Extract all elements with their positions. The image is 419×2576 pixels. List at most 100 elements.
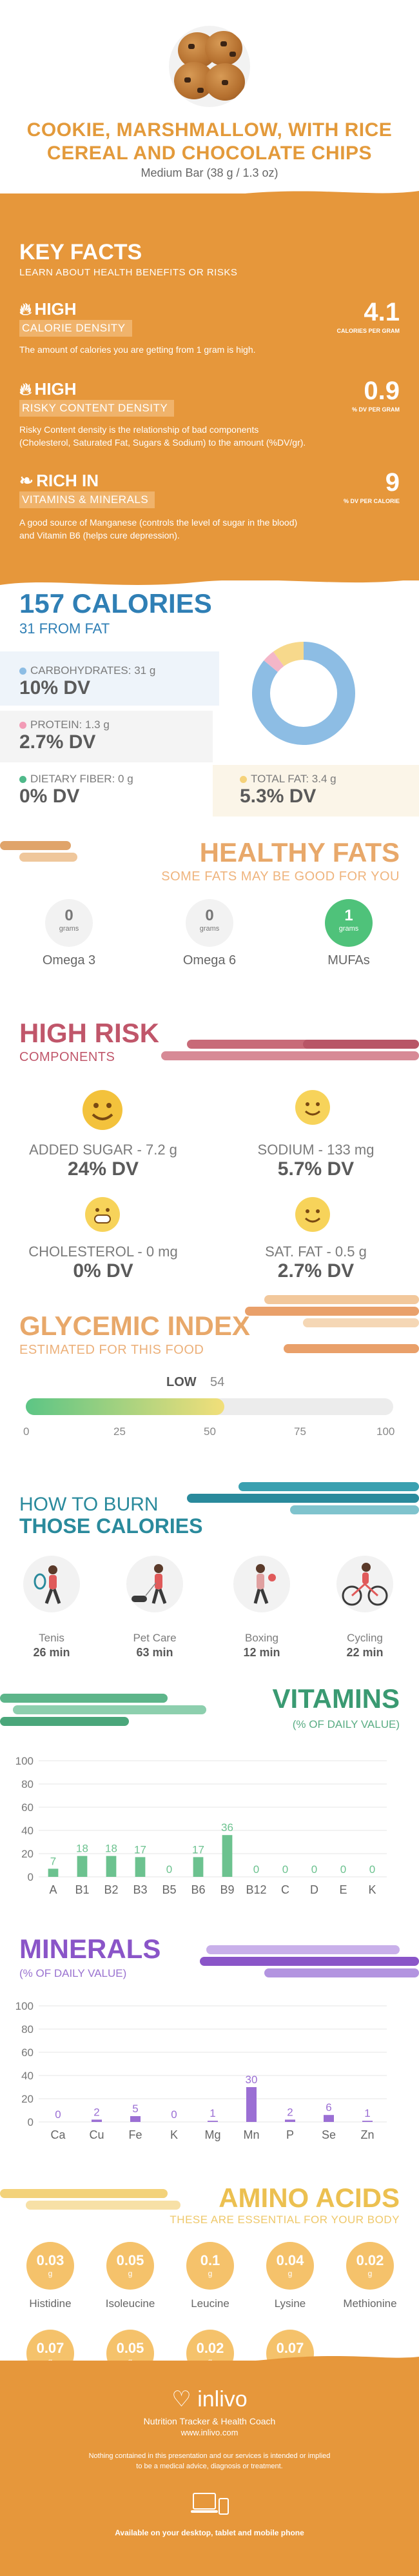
burn-title-line1: HOW TO BURN: [19, 1494, 159, 1515]
added-sugar-smiley-icon: [83, 1090, 122, 1130]
omega6-badge: 0 grams: [186, 899, 233, 947]
vitamin-category-label: B5: [162, 1883, 176, 1896]
fact-calorie-density: 🔥︎ HIGH: [19, 299, 77, 320]
mineral-ytick: 80: [21, 2023, 34, 2036]
vitamin-value-label: 17: [134, 1843, 146, 1856]
macro-fiber: DIETARY FIBER: 0 g 0% DV: [19, 773, 133, 807]
glycemic-decor: [245, 1295, 419, 1353]
mineral-bar: [246, 2087, 257, 2122]
footer-url[interactable]: www.inlivo.com: [180, 2428, 239, 2437]
mineral-bar: [285, 2119, 295, 2122]
key-facts-subtitle: LEARN ABOUT HEALTH BENEFITS OR RISKS: [19, 267, 238, 278]
mineral-value-label: 1: [210, 2107, 215, 2119]
vitamins-subtitle: (% OF DAILY VALUE): [292, 1718, 400, 1730]
risk-sat-fat: SAT. FAT - 0.5 g 2.7% DV: [265, 1243, 367, 1282]
mineral-value-label: 5: [132, 2103, 138, 2115]
burn-activity-time: 63 min: [136, 1646, 173, 1659]
mineral-category-label: Mg: [204, 2128, 220, 2141]
sodium-smiley-icon: [295, 1090, 330, 1125]
omega6-label: Omega 6: [182, 953, 237, 967]
amino-name: Leucine: [191, 2297, 229, 2310]
vitamin-ytick: 40: [21, 1825, 34, 1837]
vitamins-bar-chart: 0 20 40 60 80 100 7 A 18 B1 18 B2 17 B3 0 B5 17 B6 36 B9 0 B1…: [15, 1755, 387, 1896]
vitamin-value-label: 0: [369, 1863, 375, 1876]
donut-slice-fat: [273, 642, 304, 666]
fat-dot: [240, 776, 247, 784]
minerals-decor: [200, 1945, 419, 1977]
vitamin-value-label: 0: [253, 1863, 259, 1876]
mineral-value-label: 30: [246, 2074, 258, 2086]
glycemic-fill-bar: [26, 1398, 224, 1415]
vitamin-value-label: 7: [50, 1855, 56, 1867]
burn-activity-time: 26 min: [33, 1646, 70, 1659]
fact-value: 4.1: [364, 298, 400, 326]
amino-subtitle: THESE ARE ESSENTIAL FOR YOUR BODY: [170, 2214, 400, 2226]
amino-decor: [0, 2189, 180, 2210]
donut-slice-carbs: [252, 642, 355, 745]
macro-protein: PROTEIN: 1.3 g 2.7% DV: [19, 718, 110, 753]
fact-value: 0.9: [364, 377, 400, 405]
burn-decor: [187, 1482, 419, 1514]
burn-activity-time: 22 min: [346, 1646, 384, 1659]
vitamin-category-label: K: [368, 1883, 376, 1896]
vitamin-value-label: 18: [76, 1843, 88, 1855]
fact-unit: % DV PER CALORIE: [343, 498, 400, 504]
mineral-bar: [92, 2119, 102, 2122]
mineral-category-label: Fe: [128, 2128, 142, 2141]
macro-fat: TOTAL FAT: 3.4 g 5.3% DV: [240, 773, 336, 807]
serving-size: Medium Bar (38 g / 1.3 oz): [141, 166, 278, 179]
glycemic-title: GLYCEMIC INDEX: [19, 1311, 250, 1341]
minerals-bar-chart: 0 20 40 60 80 100 0 Ca 2 Cu 5 Fe 0 K 1 Mg 30 Mn 2 P 6 Se 1 Zn: [15, 2000, 387, 2141]
vitamin-bar: [222, 1835, 233, 1877]
leaf-icon: ❧: [19, 471, 34, 490]
vitamin-category-label: B3: [133, 1883, 147, 1896]
amino-name: Isoleucine: [105, 2297, 155, 2310]
mineral-value-label: 6: [326, 2101, 331, 2114]
vitamin-value-label: 0: [282, 1863, 288, 1876]
cycling-icon: [336, 1556, 393, 1612]
burn-title-line2: THOSE CALORIES: [19, 1514, 203, 1538]
vitamins-decor: [0, 1694, 206, 1726]
healthy-fats-title: HEALTHY FATS: [199, 837, 400, 867]
calories-title: 157 CALORIES: [19, 588, 212, 619]
fiber-dot: [19, 776, 26, 784]
gi-tick: 25: [113, 1425, 126, 1438]
omega3-badge: 0 grams: [45, 899, 93, 947]
fact-description: A good source of Manganese (controls the…: [19, 517, 298, 540]
footer-availability: Available on your desktop, tablet and mo…: [115, 2528, 304, 2537]
mineral-category-label: Cu: [89, 2128, 104, 2141]
gi-tick: 0: [23, 1425, 30, 1438]
healthy-fats-decor: [0, 841, 77, 862]
tennis-icon: [23, 1556, 80, 1612]
fact-label: CALORIE DENSITY: [19, 320, 132, 337]
fact-risky-density: 🔥︎ HIGH: [19, 379, 77, 400]
fact-badge: HIGH: [34, 379, 77, 399]
high-risk-title: HIGH RISK: [19, 1018, 160, 1048]
mineral-bar: [130, 2116, 141, 2122]
mineral-category-label: K: [170, 2128, 178, 2141]
protein-dot: [19, 722, 26, 729]
healthy-fats-subtitle: SOME FATS MAY BE GOOD FOR YOU: [161, 869, 400, 884]
burn-activity-name: Cycling: [347, 1632, 383, 1644]
cholesterol-smiley-icon: [85, 1197, 120, 1232]
devices-icon: [191, 2491, 229, 2522]
macro-donut-chart: [252, 642, 355, 745]
gi-tick: 100: [376, 1425, 395, 1438]
vitamin-value-label: 0: [166, 1863, 172, 1876]
flame-icon: 🔥︎: [19, 379, 32, 399]
carbs-bg: [0, 651, 219, 706]
vitamin-value-label: 18: [105, 1843, 117, 1855]
footer-disclaimer: Nothing contained in this presentation a…: [88, 2452, 331, 2470]
mineral-bar: [362, 2121, 373, 2122]
amino-name: Histidine: [29, 2297, 72, 2310]
pet-care-icon: [126, 1556, 183, 1612]
burn-activity-time: 12 min: [243, 1646, 280, 1659]
amino-name: Methionine: [343, 2297, 397, 2310]
gi-tick: 50: [204, 1425, 216, 1438]
amino-title: AMINO ACIDS: [219, 2183, 400, 2213]
vitamin-value-label: 0: [311, 1863, 317, 1876]
vitamin-bar: [193, 1857, 204, 1877]
vitamin-value-label: 36: [221, 1821, 233, 1834]
vitamin-category-label: E: [339, 1883, 347, 1896]
